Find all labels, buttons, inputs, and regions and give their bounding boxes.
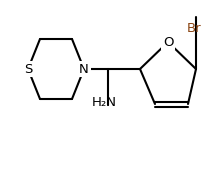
Text: H₂N: H₂N <box>92 96 117 109</box>
Text: Br: Br <box>187 22 201 35</box>
Text: S: S <box>24 62 32 76</box>
Text: O: O <box>163 36 173 48</box>
Text: N: N <box>79 62 89 76</box>
